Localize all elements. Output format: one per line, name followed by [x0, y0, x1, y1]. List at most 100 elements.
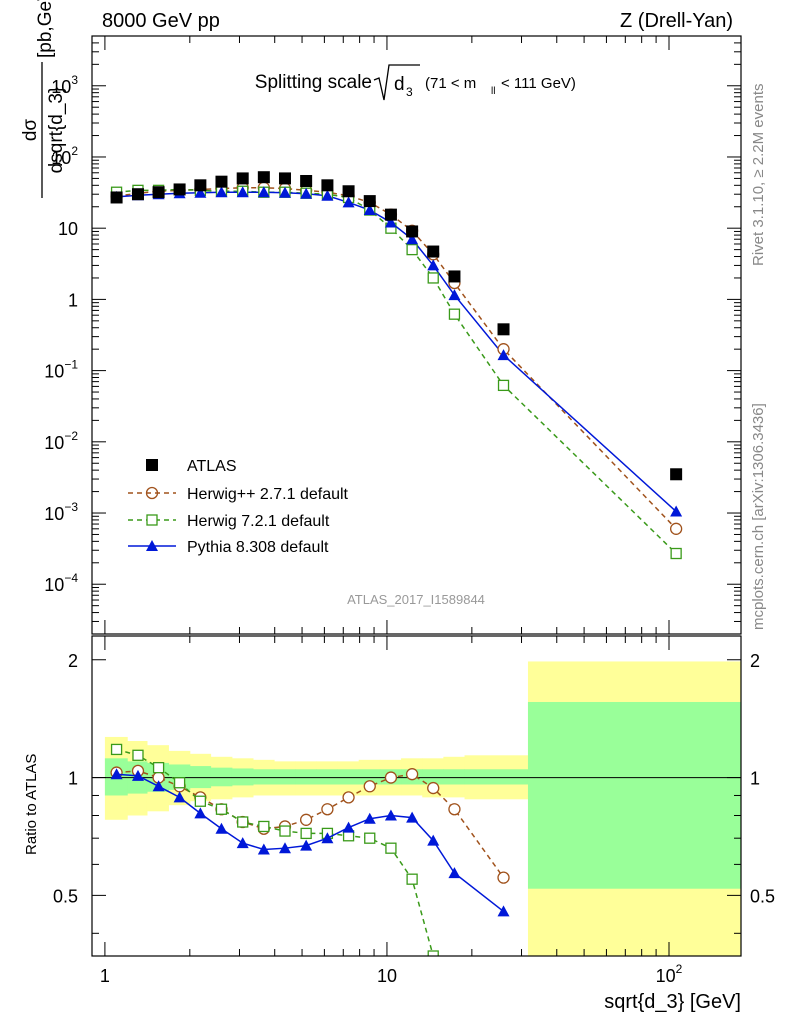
legend-label-herwig7: Herwig 7.2.1 default: [187, 513, 330, 530]
ratio-point-herwigpp: [405, 768, 419, 781]
band-inner-bin: [358, 769, 381, 785]
ratio-point-pythia: [342, 821, 355, 833]
x-tick-labels: 1 10 102: [100, 962, 683, 986]
ratio-y-tick-label-right: 1: [750, 769, 760, 789]
ratio-y-tick-label-left: 0.5: [53, 886, 78, 906]
band-inner-bin: [231, 768, 254, 786]
main-y-tick-label: 102: [51, 144, 78, 168]
main-plot-title: Splitting scale d 3 (71 < m ll < 111 GeV…: [255, 64, 576, 101]
main-plot-frame: [91, 35, 742, 635]
main-point-pythia: [363, 204, 376, 216]
ratio-point-pythia: [300, 839, 313, 851]
analysis-watermark: ATLAS_2017_I1589844: [347, 592, 485, 607]
main-point-atlas: [670, 468, 683, 481]
main-point-atlas: [427, 245, 440, 258]
ratio-point-pythia: [173, 791, 186, 803]
main-point-atlas: [152, 186, 165, 199]
main-point-pythia: [321, 189, 334, 201]
band-inner-bin: [464, 769, 529, 785]
ratio-point-herwigpp: [384, 771, 398, 784]
ratio-y-tick-labels: 0.5 0.5 1 1 2 2: [53, 651, 775, 907]
main-point-atlas: [321, 179, 334, 192]
legend-entry-herwigpp: Herwig++ 2.7.1 default: [128, 486, 349, 503]
ratio-point-pythia: [194, 807, 207, 819]
ratio-point-herwig7: [279, 825, 291, 837]
ratio-point-herwigpp: [299, 813, 313, 826]
main-y-tick-label: 10: [58, 219, 78, 239]
ylabel-denominator: dsqrt{d_3}: [46, 87, 67, 174]
main-point-herwig7: [670, 547, 682, 560]
main-point-atlas: [110, 191, 123, 204]
main-line-herwigpp: [116, 186, 677, 530]
ratio-point-pythia: [363, 812, 376, 824]
x-tick-label: 1: [100, 966, 110, 986]
title-cut-sub: ll: [491, 86, 495, 97]
main-point-atlas: [384, 208, 397, 221]
ratio-point-herwigpp: [363, 780, 376, 793]
ratio-point-herwig7: [110, 743, 123, 756]
ylabel-numerator: dσ: [20, 119, 41, 142]
main-point-atlas: [300, 174, 313, 187]
legend-marker-pythia: [146, 540, 158, 551]
main-point-pythia: [257, 186, 270, 198]
main-point-atlas: [363, 195, 376, 208]
main-point-pythia: [215, 186, 228, 198]
title-text: Splitting scale: [255, 72, 372, 93]
ratio-point-pythia: [427, 834, 440, 846]
main-point-pythia: [497, 349, 510, 361]
ratio-point-herwig7: [237, 816, 249, 828]
main-point-herwig7: [497, 379, 510, 392]
ratio-series-group: [110, 743, 510, 956]
energy-label: 8000 GeV pp: [102, 10, 220, 32]
title-symbol: d: [394, 74, 405, 95]
main-point-herwigpp: [669, 522, 683, 535]
ratio-point-pythia: [236, 837, 249, 849]
band-inner-bin: [252, 769, 275, 785]
main-y-axis-label: dσ dsqrt{d_3} [pb,GeV-1]: [20, 0, 67, 198]
main-point-atlas: [215, 175, 228, 188]
x-axis-label: sqrt{d_3} [GeV]: [604, 991, 741, 1013]
ratio-point-herwigpp: [448, 803, 461, 816]
legend-marker-herwig7: [146, 514, 158, 526]
ratio-point-herwig7: [300, 827, 312, 840]
ratio-point-herwig7: [364, 832, 376, 844]
main-point-pythia: [300, 187, 313, 199]
ratio-point-pythia: [257, 843, 270, 855]
ratio-point-herwigpp: [342, 791, 355, 804]
main-y-tick-label: 1: [68, 290, 78, 310]
band-inner-bin: [210, 767, 233, 787]
ratio-point-herwig7: [385, 842, 397, 854]
main-point-pythia: [427, 259, 440, 271]
main-point-pythia: [278, 186, 291, 198]
ratio-point-pythia: [448, 867, 461, 879]
legend-marker-atlas: [146, 459, 158, 471]
ratio-y-tick-label-left: 2: [68, 651, 78, 671]
main-y-tick-label: 10−3: [44, 500, 78, 524]
ratio-point-herwigpp: [321, 803, 334, 816]
ratio-point-pythia: [321, 832, 334, 844]
ratio-y-tick-label-right: 2: [750, 651, 760, 671]
ratio-point-herwig7: [215, 803, 228, 815]
band-inner-bin: [295, 769, 317, 785]
main-point-pythia: [236, 186, 249, 198]
axis-ticks: [92, 35, 741, 956]
process-label: Z (Drell-Yan): [620, 10, 733, 32]
title-symbol-sub: 3: [406, 85, 413, 99]
ylabel-unit: [pb,GeV-1]: [32, 0, 56, 58]
main-point-herwig7: [448, 308, 461, 320]
ratio-point-pythia: [406, 811, 419, 823]
main-point-pythia: [448, 289, 461, 301]
legend-marker-herwigpp: [145, 486, 159, 500]
ratio-point-pythia: [152, 780, 165, 792]
mcplots-label: mcplots.cern.ch [arXiv:1306.3436]: [750, 403, 767, 630]
band-inner-bin: [274, 769, 296, 785]
main-y-tick-label: 10−2: [44, 429, 78, 453]
band-inner-bin: [443, 769, 466, 785]
main-y-tick-label: 10−4: [44, 571, 78, 595]
main-point-pythia: [194, 186, 207, 198]
main-point-atlas: [497, 323, 510, 336]
rivet-version-label: Rivet 3.1.10, ≥ 2.2M events: [750, 84, 767, 267]
ratio-point-herwig7: [173, 777, 186, 789]
ratio-point-herwigpp: [427, 781, 440, 795]
